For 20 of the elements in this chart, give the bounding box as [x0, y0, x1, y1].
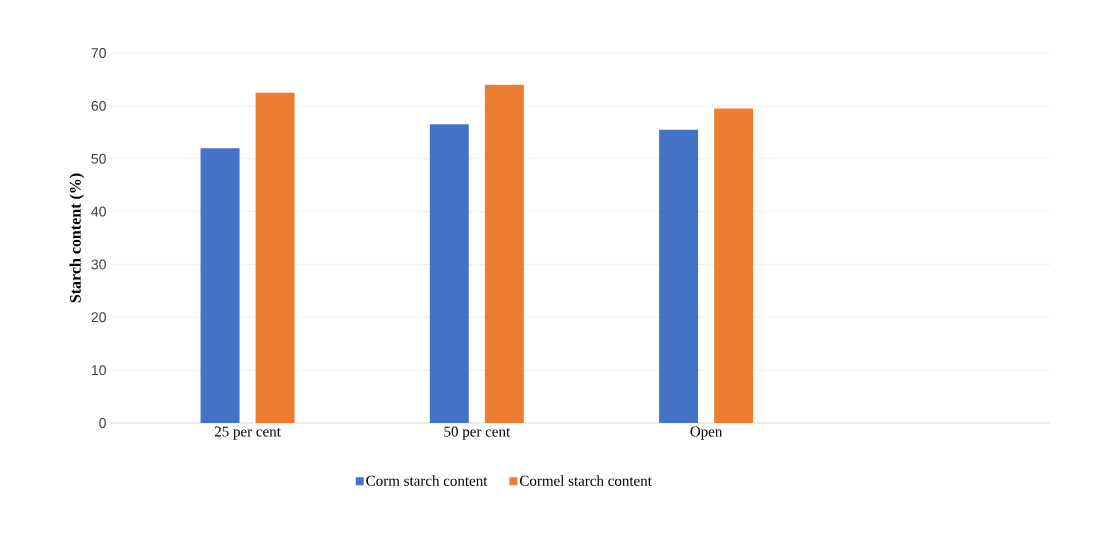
- y-tick-label: 50: [91, 153, 106, 164]
- bar: [659, 129, 699, 423]
- y-axis-title: Starch content (%): [69, 173, 85, 303]
- y-tick-label: 10: [91, 365, 106, 376]
- bar: [200, 148, 240, 423]
- bar: [714, 108, 754, 423]
- bar: [429, 124, 469, 423]
- x-tick-label: 50 per cent: [444, 426, 511, 440]
- y-tick-label: 0: [99, 418, 106, 428]
- legend-label: Corm starch content: [366, 475, 488, 486]
- x-tick-label: 25 per cent: [214, 426, 281, 440]
- y-tick-label: 70: [91, 48, 106, 58]
- bar: [484, 84, 524, 423]
- bar: [255, 92, 295, 423]
- legend-label: Cormel starch content: [520, 475, 652, 486]
- y-tick-label: 30: [91, 259, 106, 270]
- x-tick-label: Open: [690, 426, 723, 440]
- y-tick-label: 60: [91, 100, 106, 111]
- y-tick-label: 20: [91, 312, 106, 323]
- y-tick-label: 40: [91, 206, 106, 217]
